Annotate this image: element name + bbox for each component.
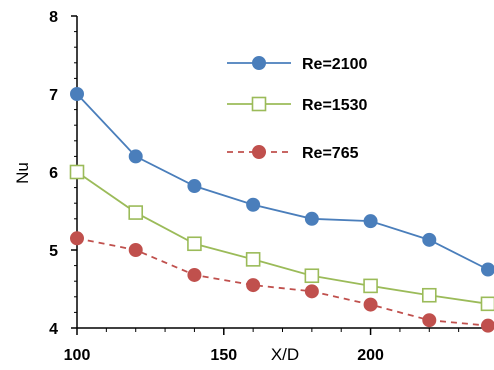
data-point: [363, 214, 378, 229]
series-1: [70, 87, 494, 277]
data-point: [70, 231, 84, 246]
legend-marker: [251, 96, 267, 112]
x-tick-label: 150: [210, 347, 237, 364]
data-point: [363, 278, 378, 294]
data-point: [246, 278, 261, 293]
x-tick-label: 100: [64, 347, 91, 364]
data-point: [245, 252, 261, 267]
data-point: [187, 236, 202, 252]
data-point: [480, 296, 494, 312]
data-point: [421, 287, 437, 303]
data-point: [481, 262, 494, 277]
data-point: [246, 197, 261, 212]
y-axis-label: Nu: [13, 162, 32, 184]
y-tick-label: 8: [49, 9, 58, 26]
data-point: [304, 284, 319, 299]
legend: Re=2100 Re=1530 Re=765: [227, 56, 367, 162]
series-layer: [69, 87, 494, 333]
data-point: [304, 268, 320, 284]
y-tick-label: 5: [49, 243, 58, 260]
data-point: [70, 87, 84, 101]
legend-marker: [252, 56, 266, 70]
legend-item: Re=765: [227, 145, 359, 162]
series-line: [76, 93, 489, 271]
data-point: [69, 164, 85, 180]
axes: 4 5 6 7 8 100 150 200: [49, 9, 489, 364]
y-tick-label: 7: [49, 87, 58, 104]
legend-marker: [252, 145, 266, 159]
series-2: [69, 164, 494, 312]
data-point: [422, 232, 437, 247]
legend-label: Re=765: [302, 145, 359, 162]
legend-item: Re=2100: [227, 56, 367, 73]
data-point: [422, 313, 437, 328]
series-3: [70, 231, 494, 333]
legend-item: Re=1530: [227, 96, 367, 114]
x-axis-label: X/D: [271, 345, 299, 364]
data-point: [363, 297, 378, 312]
data-point: [304, 211, 319, 226]
series-line: [76, 237, 489, 327]
data-point: [128, 149, 143, 164]
legend-label: Re=1530: [302, 97, 367, 114]
data-point: [128, 243, 143, 257]
data-point: [481, 318, 494, 333]
data-point: [187, 267, 202, 282]
y-tick-label: 6: [49, 165, 58, 182]
x-tick-label: 200: [357, 347, 384, 364]
data-point: [187, 179, 202, 194]
y-tick-label: 4: [49, 321, 58, 338]
legend-label: Re=2100: [302, 56, 367, 73]
series-line: [76, 171, 489, 305]
data-point: [128, 205, 144, 220]
